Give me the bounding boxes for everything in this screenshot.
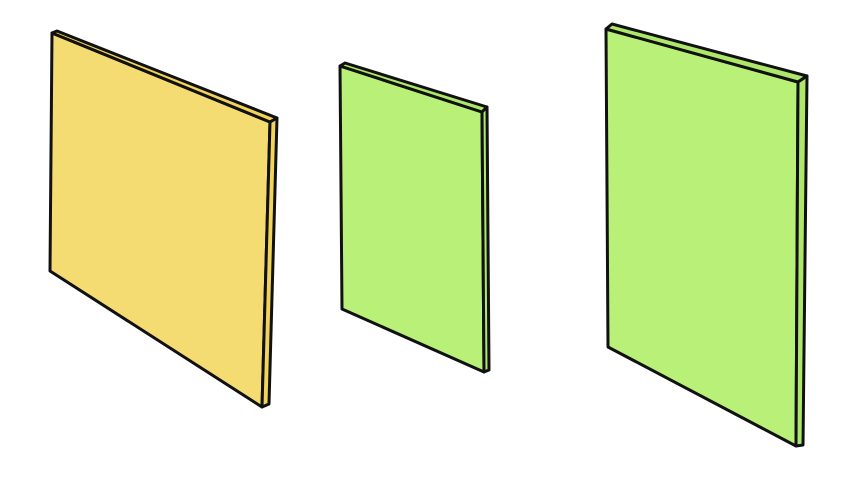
panel-green-large-side [794,74,809,448]
panel-green-small-side [480,105,491,374]
panel-green-large-face [604,27,800,448]
panel-green-large [604,22,809,448]
panel-green-small-face [338,64,486,374]
panel-green-small [338,61,491,374]
panel-yellow [48,29,279,409]
panel-yellow-side [260,116,279,409]
panel-yellow-face [48,31,272,409]
